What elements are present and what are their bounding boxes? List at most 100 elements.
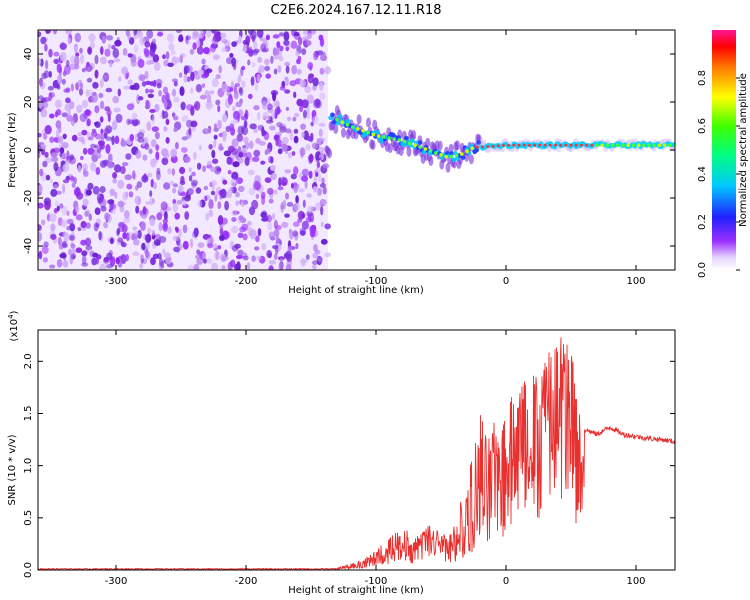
noise-blob xyxy=(234,82,240,88)
noise-blob xyxy=(95,223,100,228)
noise-blob xyxy=(133,82,140,91)
noise-blob xyxy=(293,166,299,176)
colorbar-tick-label: 0.0 xyxy=(697,262,708,278)
noise-blob xyxy=(57,74,63,85)
noise-blob xyxy=(109,60,113,68)
noise-blob xyxy=(284,169,292,174)
noise-blob xyxy=(162,222,169,232)
signal-peak xyxy=(449,154,454,159)
noise-blob xyxy=(114,191,118,199)
noise-blob xyxy=(272,91,277,102)
noise-blob xyxy=(191,179,198,186)
noise-blob xyxy=(48,48,53,58)
noise-blob xyxy=(85,189,92,196)
noise-blob xyxy=(77,165,82,173)
noise-blob xyxy=(99,56,107,65)
x-tick-label: -300 xyxy=(105,576,128,587)
noise-blob xyxy=(252,180,260,191)
x-tick-label: -100 xyxy=(365,276,388,287)
noise-blob xyxy=(290,182,294,189)
noise-blob xyxy=(305,254,310,260)
noise-blob xyxy=(180,101,186,111)
noise-blob xyxy=(178,34,184,42)
signal-peak xyxy=(340,120,345,124)
noise-blob xyxy=(114,39,122,47)
noise-blob xyxy=(129,134,135,142)
noise-blob xyxy=(180,175,185,184)
noise-blob xyxy=(68,248,72,256)
signal-halo xyxy=(406,146,412,157)
noise-blob xyxy=(230,147,238,156)
noise-blob xyxy=(309,133,314,143)
snr-x-label: Height of straight line (km) xyxy=(288,585,424,596)
noise-blob xyxy=(132,226,138,231)
signal-halo xyxy=(448,143,454,154)
noise-blob xyxy=(197,69,204,76)
noise-blob xyxy=(234,243,241,249)
noise-blob xyxy=(227,188,233,199)
noise-blob xyxy=(202,258,207,264)
noise-blob xyxy=(70,83,74,92)
noise-blob xyxy=(107,43,112,50)
noise-blob xyxy=(82,198,89,207)
noise-blob xyxy=(53,58,59,64)
snr-line xyxy=(38,337,675,570)
noise-blob xyxy=(196,249,201,255)
noise-blob xyxy=(53,208,58,214)
signal-halo xyxy=(437,140,443,151)
noise-blob xyxy=(106,161,114,170)
noise-blob xyxy=(125,73,129,80)
noise-blob xyxy=(76,104,83,113)
noise-blob xyxy=(106,263,113,269)
noise-blob xyxy=(170,49,176,56)
noise-blob xyxy=(56,205,60,212)
noise-blob xyxy=(252,156,260,162)
noise-blob xyxy=(55,190,62,195)
noise-blob xyxy=(75,52,80,57)
noise-blob xyxy=(304,85,312,94)
noise-blob xyxy=(91,93,98,103)
noise-blob xyxy=(149,190,153,198)
noise-blob xyxy=(271,109,276,119)
noise-blob xyxy=(85,88,89,97)
noise-blob xyxy=(162,54,166,60)
noise-blob xyxy=(216,167,222,172)
noise-blob xyxy=(195,187,202,194)
noise-blob xyxy=(239,87,244,96)
snr-y-label: SNR (10 * v/v) xyxy=(7,434,18,505)
noise-blob xyxy=(135,205,140,214)
noise-blob xyxy=(277,65,282,73)
signal-peak xyxy=(652,143,656,147)
noise-blob xyxy=(80,220,87,229)
noise-blob xyxy=(257,124,264,131)
noise-blob xyxy=(153,239,161,246)
noise-blob xyxy=(232,161,240,168)
noise-blob xyxy=(242,147,248,154)
noise-blob xyxy=(100,205,107,212)
noise-blob xyxy=(213,138,217,148)
noise-blob xyxy=(150,257,156,266)
noise-blob xyxy=(222,179,228,185)
noise-blob xyxy=(92,81,99,89)
signal-peak xyxy=(397,138,402,142)
noise-blob xyxy=(285,192,289,200)
noise-blob xyxy=(165,137,170,144)
noise-blob xyxy=(117,179,125,189)
noise-blob xyxy=(316,161,321,169)
noise-blob xyxy=(98,92,104,99)
noise-blob xyxy=(307,205,313,213)
noise-blob xyxy=(100,128,104,135)
noise-blob xyxy=(238,152,244,158)
noise-blob xyxy=(75,247,83,253)
signal-core xyxy=(421,149,427,155)
noise-blob xyxy=(167,168,172,175)
noise-blob xyxy=(251,199,259,210)
noise-blob xyxy=(141,142,145,147)
noise-blob xyxy=(60,51,67,62)
noise-blob xyxy=(300,258,306,267)
noise-blob xyxy=(38,202,44,209)
noise-blob xyxy=(255,138,261,144)
noise-blob xyxy=(114,135,120,145)
signal-core xyxy=(402,142,407,147)
